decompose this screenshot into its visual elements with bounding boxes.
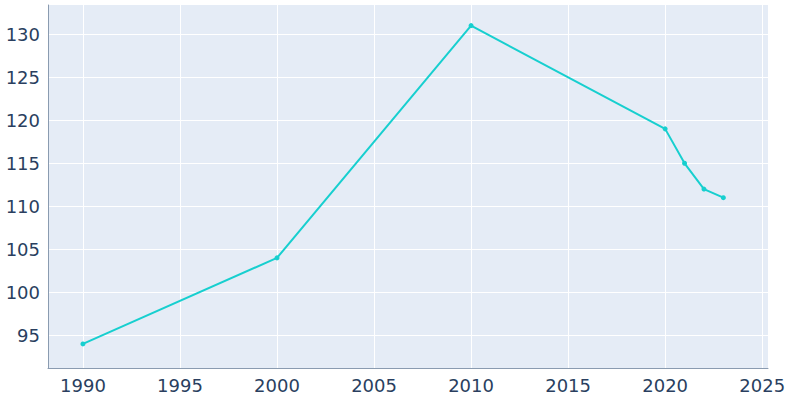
svg-text:105: 105 <box>6 239 40 260</box>
svg-text:2000: 2000 <box>254 375 300 396</box>
svg-text:100: 100 <box>6 282 40 303</box>
svg-text:95: 95 <box>17 325 40 346</box>
svg-text:2010: 2010 <box>448 375 494 396</box>
svg-text:110: 110 <box>6 196 40 217</box>
svg-text:2015: 2015 <box>545 375 591 396</box>
svg-text:1990: 1990 <box>60 375 106 396</box>
svg-text:130: 130 <box>6 24 40 45</box>
svg-text:2020: 2020 <box>642 375 688 396</box>
svg-text:2005: 2005 <box>351 375 397 396</box>
svg-text:120: 120 <box>6 110 40 131</box>
svg-text:115: 115 <box>6 153 40 174</box>
svg-text:1995: 1995 <box>157 375 203 396</box>
svg-text:125: 125 <box>6 67 40 88</box>
svg-text:2025: 2025 <box>739 375 785 396</box>
